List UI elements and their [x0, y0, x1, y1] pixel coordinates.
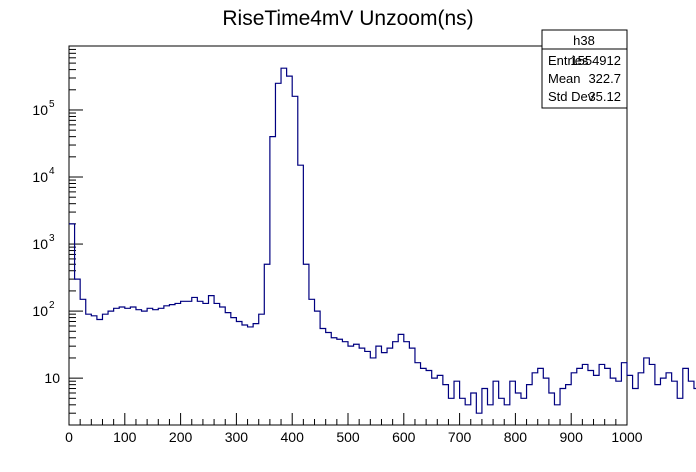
chart-title: RiseTime4mV Unzoom(ns): [222, 7, 473, 30]
x-tick-label: 700: [448, 429, 472, 445]
x-tick-label: 0: [65, 429, 73, 445]
y-tick-label: 10: [32, 236, 48, 252]
stats-entries-value: 1554912: [570, 53, 621, 68]
x-tick-label: 200: [169, 429, 193, 445]
stats-mean-value: 322.7: [588, 71, 621, 86]
x-tick-label: 800: [504, 429, 528, 445]
x-tick-label: 600: [392, 429, 416, 445]
stats-stddev-value: 35.12: [588, 89, 621, 104]
histogram-line: [69, 67, 696, 414]
x-axis: 0 100 200 300 400 500 600 700 800 900 1000: [65, 413, 643, 445]
x-tick-label: 300: [225, 429, 249, 445]
stats-stddev-label: Std Dev: [548, 89, 595, 104]
y-tick-exponent: 5: [49, 99, 55, 110]
stats-box-name: h38: [573, 33, 595, 48]
y-tick-exponent: 3: [49, 233, 55, 244]
y-tick-exponent: 4: [49, 166, 55, 177]
x-tick-label: 500: [336, 429, 360, 445]
y-tick-label: 10: [32, 169, 48, 185]
stats-mean-label: Mean: [548, 71, 581, 86]
stats-entries-label: Entries: [548, 53, 589, 68]
y-tick-label: 10: [44, 370, 60, 386]
x-tick-label: 900: [560, 429, 584, 445]
x-tick-label: 100: [113, 429, 137, 445]
y-tick-label: 10: [32, 303, 48, 319]
x-tick-label: 400: [281, 429, 305, 445]
y-tick-exponent: 2: [49, 300, 55, 311]
stats-box: h38 Entries 1554912 Mean 322.7 Std Dev 3…: [541, 29, 628, 109]
x-tick-label: 1000: [611, 429, 642, 445]
histogram-series: [69, 67, 696, 414]
y-tick-label: 10: [32, 102, 48, 118]
